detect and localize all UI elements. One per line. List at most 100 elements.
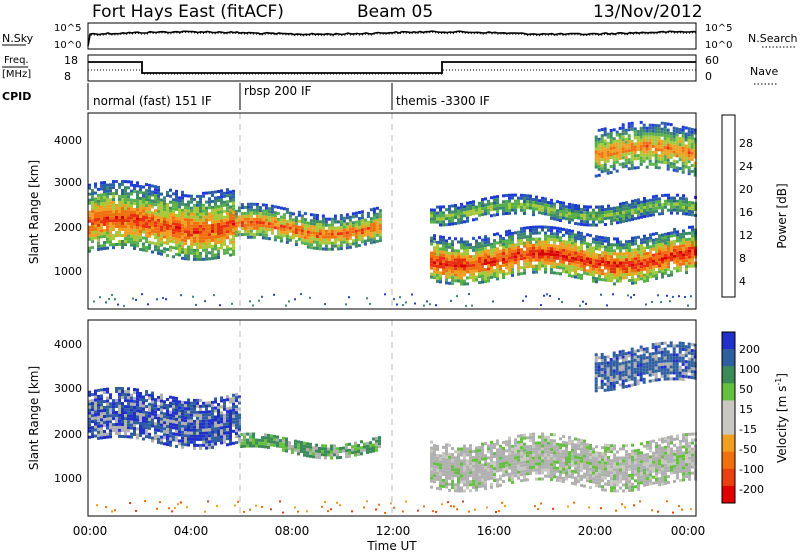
heatmap-cell xyxy=(658,234,661,238)
heatmap-cell xyxy=(550,232,553,236)
heatmap-cell xyxy=(663,128,667,132)
heatmap-cell xyxy=(688,200,691,204)
heatmap-cell xyxy=(139,410,142,413)
heatmap-cell xyxy=(208,401,211,405)
heatmap-cell xyxy=(597,149,601,153)
heatmap-cell xyxy=(433,480,436,484)
heatmap-cell xyxy=(163,415,166,419)
heatmap-cell xyxy=(430,467,433,471)
heatmap-cell xyxy=(463,255,466,259)
heatmap-cell xyxy=(627,158,631,162)
heatmap-cell xyxy=(151,193,154,197)
heatmap-cell xyxy=(255,202,259,206)
heatmap-cell xyxy=(136,397,139,401)
heatmap-cell xyxy=(211,256,214,260)
heatmap-cell xyxy=(118,404,121,408)
heatmap-cell xyxy=(154,209,157,213)
heatmap-cell xyxy=(636,148,640,152)
heatmap-cell xyxy=(136,226,139,230)
heatmap-cell xyxy=(625,261,628,265)
heatmap-cell xyxy=(648,129,652,133)
heatmap-cell xyxy=(106,195,109,199)
heatmap-cell xyxy=(232,405,235,409)
heatmap-cell xyxy=(142,425,145,429)
heatmap-cell xyxy=(526,238,529,242)
heatmap-cell xyxy=(136,394,139,398)
heatmap-cell xyxy=(442,217,445,221)
heatmap-cell xyxy=(372,222,376,226)
heatmap-cell xyxy=(583,235,586,239)
heatmap-cell xyxy=(154,230,157,234)
heatmap-cell xyxy=(433,276,436,280)
heatmap-cell xyxy=(526,203,529,207)
heatmap-cell xyxy=(193,209,196,213)
heatmap-cell xyxy=(229,430,232,434)
heatmap-cell xyxy=(100,232,103,236)
heatmap-cell xyxy=(505,470,508,474)
heatmap-cell xyxy=(163,421,166,425)
heatmap-cell xyxy=(600,170,604,174)
heatmap-cell xyxy=(451,252,454,256)
heatmap-cell xyxy=(484,212,487,216)
heatmap-cell xyxy=(106,225,109,229)
heatmap-cell xyxy=(436,447,439,451)
heatmap-cell xyxy=(643,240,646,244)
heatmap-cell xyxy=(160,423,163,427)
heatmap-cell xyxy=(610,273,613,277)
heatmap-cell xyxy=(169,230,172,234)
heatmap-cell xyxy=(178,199,181,203)
heatmap-cell xyxy=(505,239,508,243)
heatmap-cell xyxy=(175,207,178,211)
heatmap-cell xyxy=(595,280,598,284)
heatmap-cell xyxy=(145,435,148,439)
heatmap-cell xyxy=(193,434,196,438)
heatmap-cell xyxy=(613,261,616,265)
heatmap-cell xyxy=(118,239,121,243)
heatmap-cell xyxy=(478,275,481,279)
heatmap-cell xyxy=(565,264,568,268)
heatmap-cell xyxy=(378,209,382,213)
heatmap-cell xyxy=(597,152,601,156)
heatmap-cell xyxy=(669,132,673,136)
heatmap-cell xyxy=(172,246,175,250)
heatmap-cell xyxy=(226,203,229,207)
heatmap-cell xyxy=(235,411,238,415)
heatmap-cell xyxy=(118,407,121,411)
heatmap-cell xyxy=(657,130,661,134)
heatmap-cell xyxy=(607,252,610,255)
heatmap-cell xyxy=(294,298,296,301)
heatmap-cell xyxy=(261,224,265,228)
heatmap-cell xyxy=(363,448,366,452)
heatmap-cell xyxy=(445,458,448,462)
heatmap-cell xyxy=(103,415,106,418)
heatmap-cell xyxy=(505,245,508,249)
heatmap-cell xyxy=(178,439,181,443)
heatmap-cell xyxy=(249,223,253,227)
heatmap-cell xyxy=(622,246,625,250)
heatmap-cell xyxy=(139,401,142,404)
heatmap-cell xyxy=(658,240,661,244)
heatmap-cell xyxy=(532,228,535,232)
heatmap-cell xyxy=(517,230,520,234)
heatmap-cell xyxy=(594,144,598,148)
heatmap-cell xyxy=(142,431,145,435)
heatmap-cell xyxy=(493,473,496,477)
heatmap-cell xyxy=(556,218,559,222)
heatmap-cell xyxy=(217,439,220,442)
heatmap-cell xyxy=(600,134,604,138)
heatmap-cell xyxy=(493,257,496,261)
heatmap-cell xyxy=(106,426,109,430)
heatmap-cell xyxy=(679,202,682,206)
heatmap-cell xyxy=(217,247,220,250)
heatmap-cell xyxy=(94,422,97,426)
power-ytick-4000: 4000 xyxy=(54,134,82,147)
heatmap-cell xyxy=(496,271,499,275)
heatmap-cell xyxy=(688,209,691,213)
heatmap-cell xyxy=(264,224,268,228)
heatmap-cell xyxy=(148,219,151,223)
heatmap-cell xyxy=(214,211,217,215)
heatmap-cell xyxy=(469,483,472,487)
heatmap-cell xyxy=(642,153,646,157)
heatmap-cell xyxy=(133,403,136,406)
heatmap-cell xyxy=(88,399,91,403)
